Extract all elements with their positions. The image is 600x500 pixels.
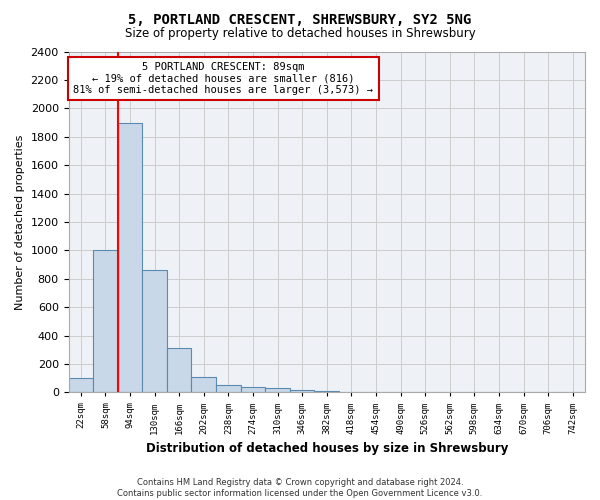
Bar: [216, 386, 241, 392]
Text: 5, PORTLAND CRESCENT, SHREWSBURY, SY2 5NG: 5, PORTLAND CRESCENT, SHREWSBURY, SY2 5N…: [128, 12, 472, 26]
Bar: [191, 377, 216, 392]
Bar: [93, 250, 118, 392]
X-axis label: Distribution of detached houses by size in Shrewsbury: Distribution of detached houses by size …: [146, 442, 508, 455]
Bar: [68, 378, 93, 392]
Y-axis label: Number of detached properties: Number of detached properties: [15, 134, 25, 310]
Bar: [118, 122, 142, 392]
Text: Contains HM Land Registry data © Crown copyright and database right 2024.
Contai: Contains HM Land Registry data © Crown c…: [118, 478, 482, 498]
Text: Size of property relative to detached houses in Shrewsbury: Size of property relative to detached ho…: [125, 28, 475, 40]
Bar: [241, 386, 265, 392]
Bar: [167, 348, 191, 393]
Bar: [290, 390, 314, 392]
Bar: [142, 270, 167, 392]
Bar: [265, 388, 290, 392]
Text: 5 PORTLAND CRESCENT: 89sqm
← 19% of detached houses are smaller (816)
81% of sem: 5 PORTLAND CRESCENT: 89sqm ← 19% of deta…: [73, 62, 373, 95]
Bar: [314, 391, 339, 392]
